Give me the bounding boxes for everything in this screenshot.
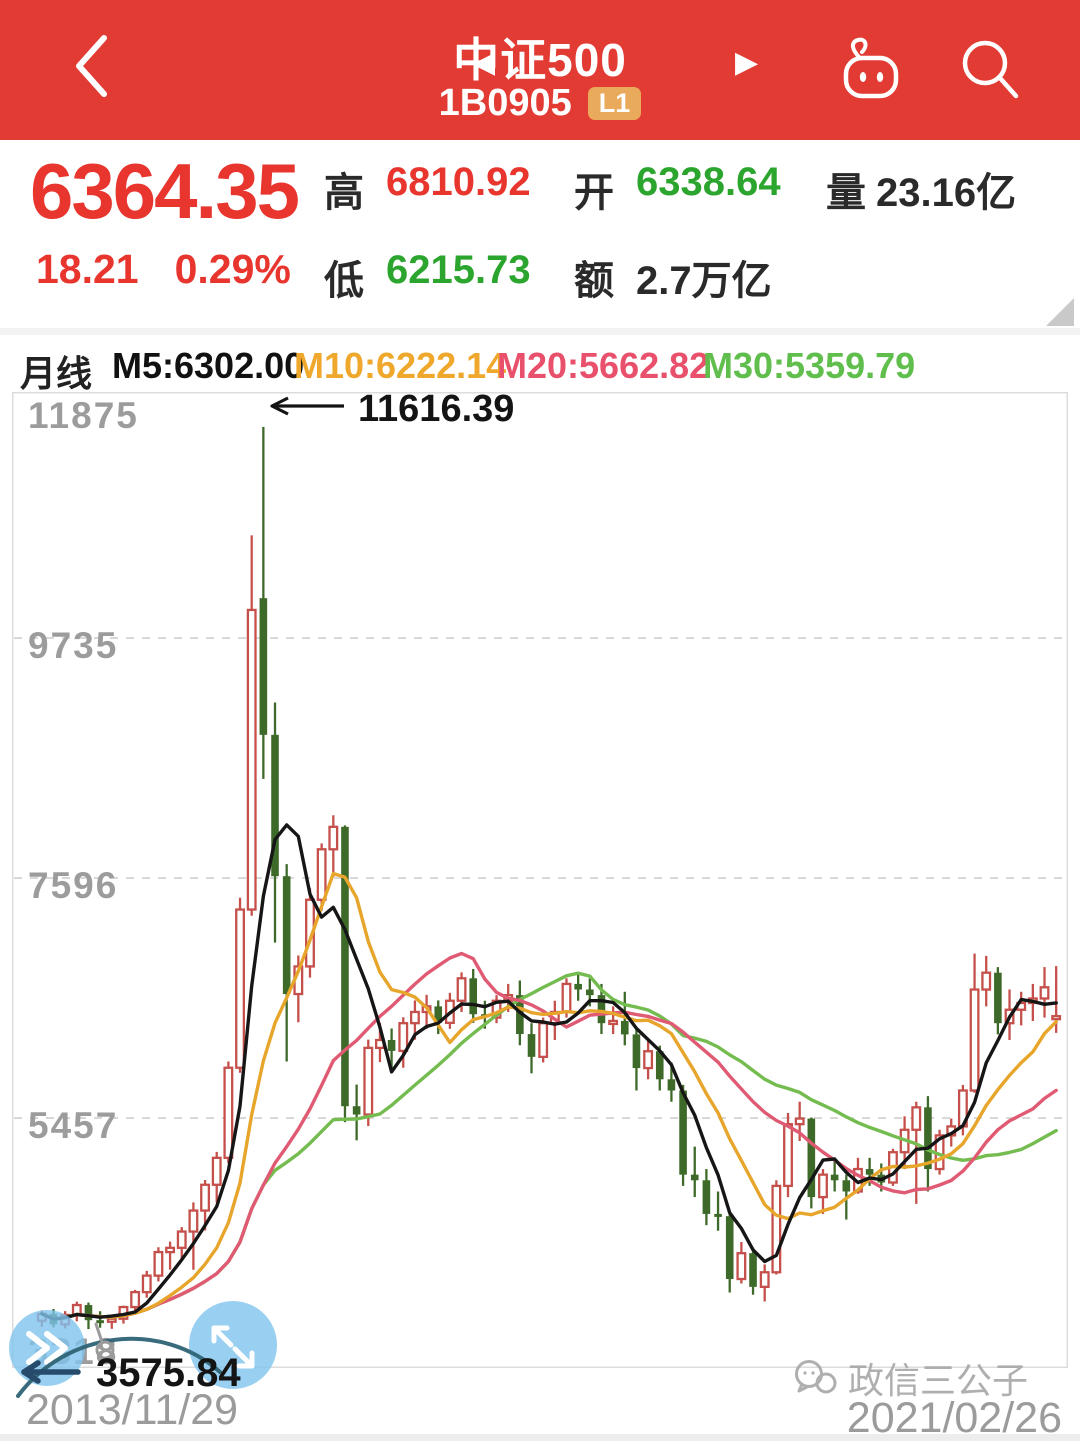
high-label: 高 — [324, 171, 364, 215]
level1-badge: L1 — [587, 87, 642, 120]
amount-value: 2.7万亿 — [636, 259, 772, 303]
bottom-divider — [0, 1434, 1080, 1441]
back-icon[interactable] — [70, 32, 112, 100]
svg-text:5457: 5457 — [28, 1105, 118, 1146]
chart-start-date: 2013/11/29 — [26, 1386, 239, 1434]
low-value: 6215.73 — [386, 248, 531, 292]
watermark: 政信三公子 — [792, 1352, 1028, 1404]
quote-panel: 6364.35 18.21 0.29% 高 6810.92 开 6338.64 量… — [0, 140, 1080, 328]
period-label[interactable]: 月线 — [20, 353, 93, 394]
ma-lines — [40, 823, 1058, 1321]
search-icon[interactable] — [958, 36, 1022, 102]
open-label: 开 — [574, 171, 614, 215]
open-value: 6338.64 — [636, 160, 781, 204]
stock-code-row: 1B0905 L1 — [0, 82, 1080, 125]
svg-text:7596: 7596 — [28, 865, 118, 906]
svg-text:9735: 9735 — [28, 625, 118, 666]
chat-bubbles-icon — [794, 1360, 837, 1394]
price-change-row: 18.21 0.29% — [36, 246, 291, 293]
expand-quote-handle-icon[interactable] — [1046, 298, 1074, 326]
volume-value: 23.16亿 — [876, 171, 1017, 215]
ma10-legend: M10:6222.14 — [294, 345, 507, 386]
page-title: 中证500 — [453, 34, 627, 86]
max-annotation: 11616.39 — [270, 392, 514, 430]
last-price: 6364.35 — [30, 147, 300, 235]
price-change-pct: 0.29% — [174, 246, 291, 292]
resize-arrows-icon — [211, 1325, 255, 1369]
price-change: 18.21 — [36, 246, 139, 292]
ma20-legend: M20:5662.82 — [497, 345, 710, 386]
section-divider — [0, 328, 1080, 335]
pan-history-button[interactable] — [9, 1310, 85, 1386]
volume-label: 量 — [826, 171, 866, 215]
chart-end-date: 2021/02/26 — [846, 1394, 1062, 1441]
stock-code: 1B0905 — [438, 82, 572, 124]
watermark-text: 政信三公子 — [847, 1360, 1028, 1401]
app-header: ◀ 中证500 1B0905 L1 ▶ — [0, 0, 1080, 140]
high-value: 6810.92 — [386, 160, 531, 204]
prev-stock-icon[interactable]: ◀ — [472, 46, 496, 79]
ma-legend: 月线 M5:6302.00 M10:6222.14 M20:5662.82 M3… — [0, 335, 1080, 394]
kline-chart[interactable]: 11875973575965457331811616.39 — [12, 392, 1068, 1441]
low-label: 低 — [324, 259, 364, 303]
ma5-legend: M5:6302.00 — [112, 345, 305, 386]
ma30-legend: M30:5359.79 — [703, 345, 916, 386]
robot-assistant-icon[interactable] — [838, 36, 904, 106]
svg-text:11875: 11875 — [28, 395, 139, 436]
next-stock-icon[interactable]: ▶ — [735, 46, 759, 79]
expand-chart-button[interactable] — [189, 1301, 277, 1389]
svg-text:11616.39: 11616.39 — [358, 392, 514, 430]
amount-label: 额 — [574, 259, 614, 303]
fast-forward-icon — [26, 1331, 68, 1365]
